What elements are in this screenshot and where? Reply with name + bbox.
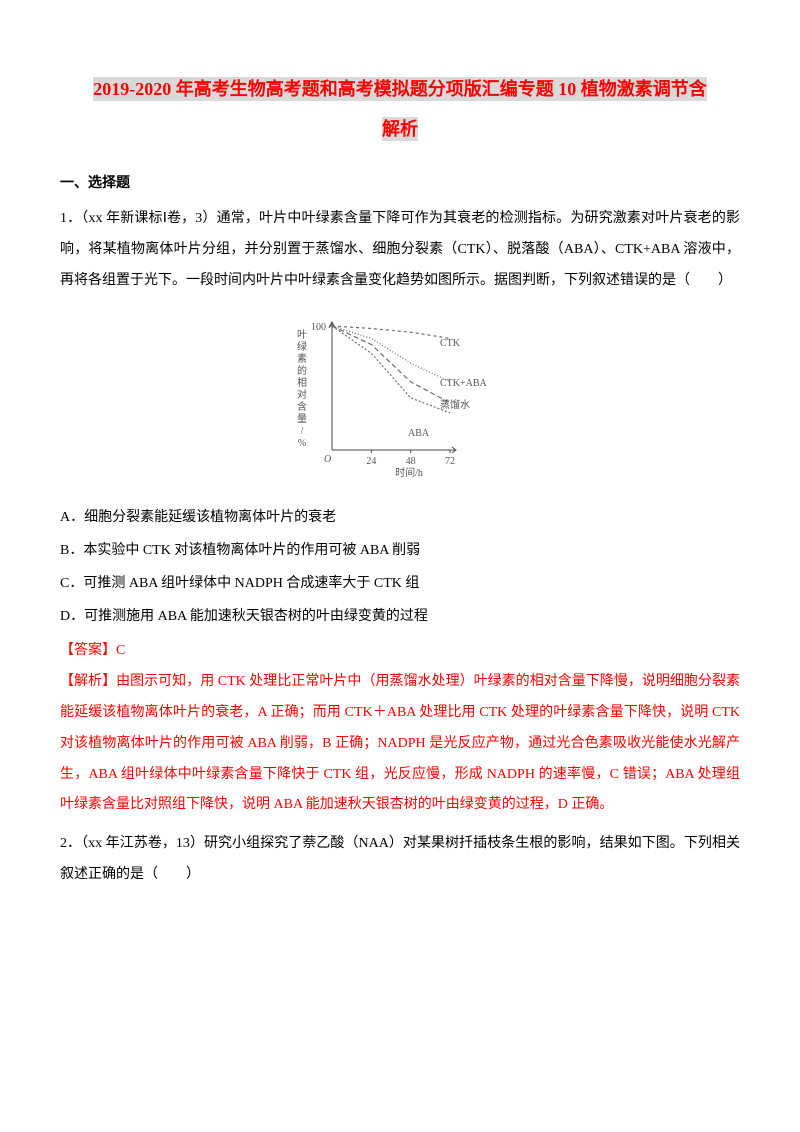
svg-text:72: 72 (445, 456, 455, 467)
svg-text:的: 的 (297, 364, 307, 377)
document-title: 2019-2020 年高考生物高考题和高考模拟题分项版汇编专题 10 植物激素调… (60, 70, 740, 149)
svg-text:蒸馏水: 蒸馏水 (440, 398, 470, 411)
title-line-2: 解析 (382, 117, 418, 141)
svg-text:含: 含 (297, 400, 307, 413)
svg-text:相: 相 (297, 376, 307, 389)
svg-text:%: % (298, 438, 306, 449)
svg-text:对: 对 (297, 388, 307, 401)
q1-analysis: 【解析】由图示可知，用 CTK 处理比正常叶片中（用蒸馏水处理）叶绿素的相对含量… (60, 667, 740, 821)
svg-text:量: 量 (297, 413, 307, 425)
title-line-1: 2019-2020 年高考生物高考题和高考模拟题分项版汇编专题 10 植物激素调… (93, 77, 707, 101)
svg-text:100: 100 (311, 322, 326, 333)
svg-text:O: O (324, 454, 331, 465)
q1-answer: 【答案】C (60, 636, 740, 667)
svg-text:绿: 绿 (297, 340, 307, 353)
chlorophyll-chart: 100 24 48 72 O 叶绿素的相对含量/% 时间/h CTK CTK+ABA 蒸馏水 ABA (290, 308, 510, 478)
question-1-stem: 1．（xx 年新课标Ⅰ卷，3）通常，叶片中叶绿素含量下降可作为其衰老的检测指标。… (60, 204, 740, 296)
question-2-stem: 2．（xx 年江苏卷，13）研究小组探究了萘乙酸（NAA）对某果树扦插枝条生根的… (60, 829, 740, 891)
q1-option-c: C．可推测 ABA 组叶绿体中 NADPH 合成速率大于 CTK 组 (60, 569, 740, 600)
svg-text:叶: 叶 (297, 329, 307, 341)
svg-text:CTK: CTK (440, 338, 461, 349)
section-1-header: 一、选择题 (60, 169, 740, 200)
chart-container: 100 24 48 72 O 叶绿素的相对含量/% 时间/h CTK CTK+ABA 蒸馏水 ABA (60, 308, 740, 491)
svg-text:素: 素 (297, 352, 307, 365)
svg-text:时间/h: 时间/h (395, 466, 423, 478)
q1-option-b: B．本实验中 CTK 对该植物离体叶片的作用可被 ABA 削弱 (60, 536, 740, 567)
svg-text:/: / (301, 426, 304, 437)
svg-text:ABA: ABA (408, 428, 430, 439)
q1-option-a: A．细胞分裂素能延缓该植物离体叶片的衰老 (60, 503, 740, 534)
svg-text:CTK+ABA: CTK+ABA (440, 378, 488, 389)
svg-text:48: 48 (406, 456, 416, 467)
svg-text:24: 24 (366, 456, 376, 467)
q1-option-d: D．可推测施用 ABA 能加速秋天银杏树的叶由绿变黄的过程 (60, 602, 740, 633)
